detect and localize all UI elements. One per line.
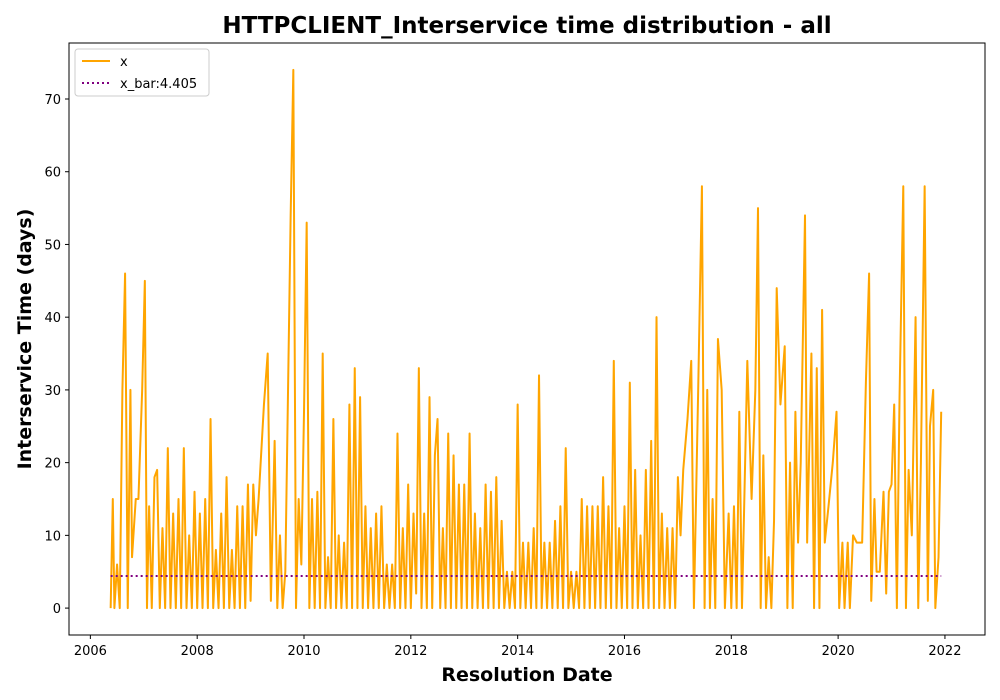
plot-frame (68, 42, 986, 636)
x-tick-label: 2022 (928, 644, 961, 659)
y-tick-label: 40 (44, 311, 61, 326)
x-tick-label: 2018 (715, 644, 748, 659)
x-tick-label: 2016 (608, 644, 641, 659)
legend-label-xbar: x_bar:4.405 (120, 77, 197, 92)
y-tick-label: 20 (44, 457, 61, 472)
x-tick-label: 2014 (501, 644, 534, 659)
y-tick-label: 30 (44, 384, 61, 399)
plot-area: 2006 2008 2010 2012 2014 2016 2018 2020 2022 0 10… (44, 42, 986, 659)
series-line-x (109, 68, 943, 610)
legend: x x_bar:4.405 (74, 48, 210, 97)
x-tick-label: 2012 (394, 644, 427, 659)
x-tick-label: 2020 (822, 644, 855, 659)
y-tick-label: 60 (44, 166, 61, 181)
x-tick-label: 2008 (181, 644, 214, 659)
x-tick-label: 2006 (74, 644, 107, 659)
x-axis-title: Resolution Date (441, 664, 612, 686)
y-tick-label: 0 (53, 602, 61, 617)
x-tick-label: 2010 (287, 644, 320, 659)
y-axis-title: Interservice Time (days) (14, 209, 36, 470)
y-tick-label: 50 (44, 238, 61, 253)
chart-title: HTTPCLIENT_Interservice time distributio… (222, 13, 831, 39)
y-axis: 0 10 20 30 40 50 60 70 (44, 93, 69, 617)
y-tick-label: 10 (44, 529, 61, 544)
legend-label-x: x (120, 55, 128, 70)
y-tick-label: 70 (44, 93, 61, 108)
x-axis: 2006 2008 2010 2012 2014 2016 2018 2020 2022 (74, 635, 961, 659)
series-layer (109, 68, 943, 610)
